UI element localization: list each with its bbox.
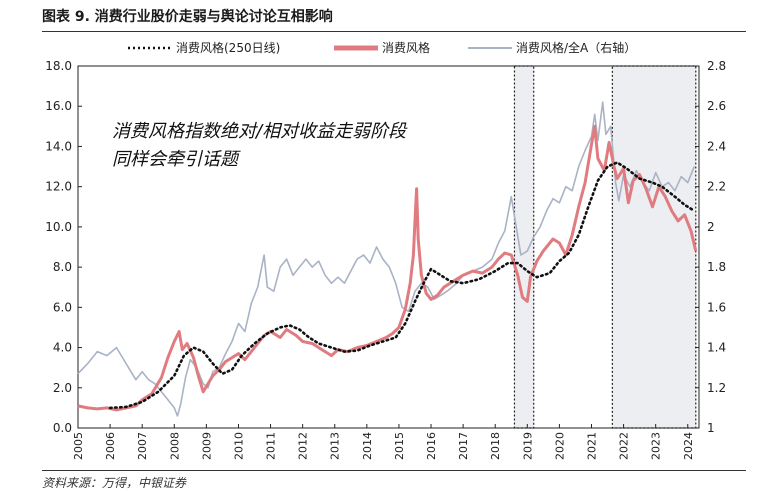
legend: 消费风格(250日线) 消费风格 消费风格/全A（右轴） (128, 40, 636, 55)
left-tick-label: 8.0 (53, 260, 72, 274)
right-tick-label: 1.8 (707, 260, 726, 274)
left-tick-label: 6.0 (53, 300, 72, 314)
x-tick-label: 2019 (521, 432, 534, 460)
x-tick-label: 2017 (457, 432, 470, 460)
left-tick-label: 14.0 (45, 139, 72, 153)
left-tick-label: 12.0 (45, 180, 72, 194)
x-tick-label: 2016 (425, 432, 438, 460)
x-axis-ticks: 2005 2006 2007 2008 2009 2010 2011 2012 2013 2014… (72, 424, 695, 460)
legend-label-ma250: 消费风格(250日线) (176, 40, 280, 55)
left-axis-ticks: 0.0 2.0 4.0 6.0 8.0 10.0 12.0 14.0 16.0 18.0 (45, 59, 82, 435)
series-lines (77, 101, 698, 417)
annotation-line-1: 消费风格指数绝对/相对收益走弱阶段 (112, 121, 408, 142)
right-tick-label: 1.4 (707, 341, 726, 355)
right-tick-label: 1.2 (707, 381, 726, 395)
top-rule (42, 31, 746, 32)
plot-frame (77, 65, 700, 429)
right-tick-label: 2 (707, 220, 715, 234)
left-tick-label: 4.0 (53, 341, 72, 355)
x-tick-label: 2005 (72, 432, 85, 460)
x-tick-label: 2012 (297, 432, 310, 460)
shaded-period-1 (513, 65, 535, 429)
left-tick-label: 18.0 (45, 59, 72, 73)
right-tick-label: 1.6 (707, 300, 726, 314)
left-tick-label: 2.0 (53, 381, 72, 395)
x-tick-label: 2006 (104, 432, 117, 460)
plot-border (77, 65, 700, 429)
right-axis-ticks: 1 1.2 1.4 1.6 1.8 2 2.2 2.4 2.6 2.8 (695, 59, 726, 435)
right-tick-label: 1 (707, 421, 715, 435)
x-tick-label: 2018 (489, 432, 502, 460)
x-tick-label: 2024 (682, 432, 695, 460)
series-line-ratio (77, 101, 695, 417)
x-tick-label: 2009 (200, 432, 213, 460)
right-tick-label: 2.4 (707, 139, 726, 153)
x-tick-label: 2014 (361, 432, 374, 460)
right-tick-label: 2.6 (707, 99, 726, 113)
left-tick-label: 10.0 (45, 220, 72, 234)
x-tick-label: 2013 (329, 432, 342, 460)
x-tick-label: 2011 (265, 432, 278, 460)
x-tick-label: 2022 (618, 432, 631, 460)
shaded-periods (513, 65, 697, 429)
figure-title: 图表 9. 消费行业股价走弱与舆论讨论互相影响 (42, 9, 333, 25)
right-tick-label: 2.2 (707, 180, 726, 194)
left-tick-label: 16.0 (45, 99, 72, 113)
series-line-consumer (77, 124, 698, 412)
left-tick-label: 0.0 (53, 421, 72, 435)
x-tick-label: 2010 (232, 432, 245, 460)
x-tick-label: 2021 (585, 432, 598, 460)
shaded-period-2 (611, 65, 697, 429)
series-line-ma250 (108, 161, 696, 410)
x-tick-label: 2007 (136, 432, 149, 460)
annotation-line-2: 同样会牵引话题 (112, 149, 241, 170)
legend-label-ratio: 消费风格/全A（右轴） (516, 40, 636, 55)
x-tick-label: 2023 (650, 432, 663, 460)
x-tick-label: 2020 (553, 432, 566, 460)
x-tick-label: 2008 (168, 432, 181, 460)
legend-label-consumer: 消费风格 (382, 40, 430, 55)
bottom-rule (42, 470, 746, 471)
x-tick-label: 2015 (393, 432, 406, 460)
source-note: 资料来源：万得，中银证券 (42, 476, 187, 490)
right-tick-label: 2.8 (707, 59, 726, 73)
